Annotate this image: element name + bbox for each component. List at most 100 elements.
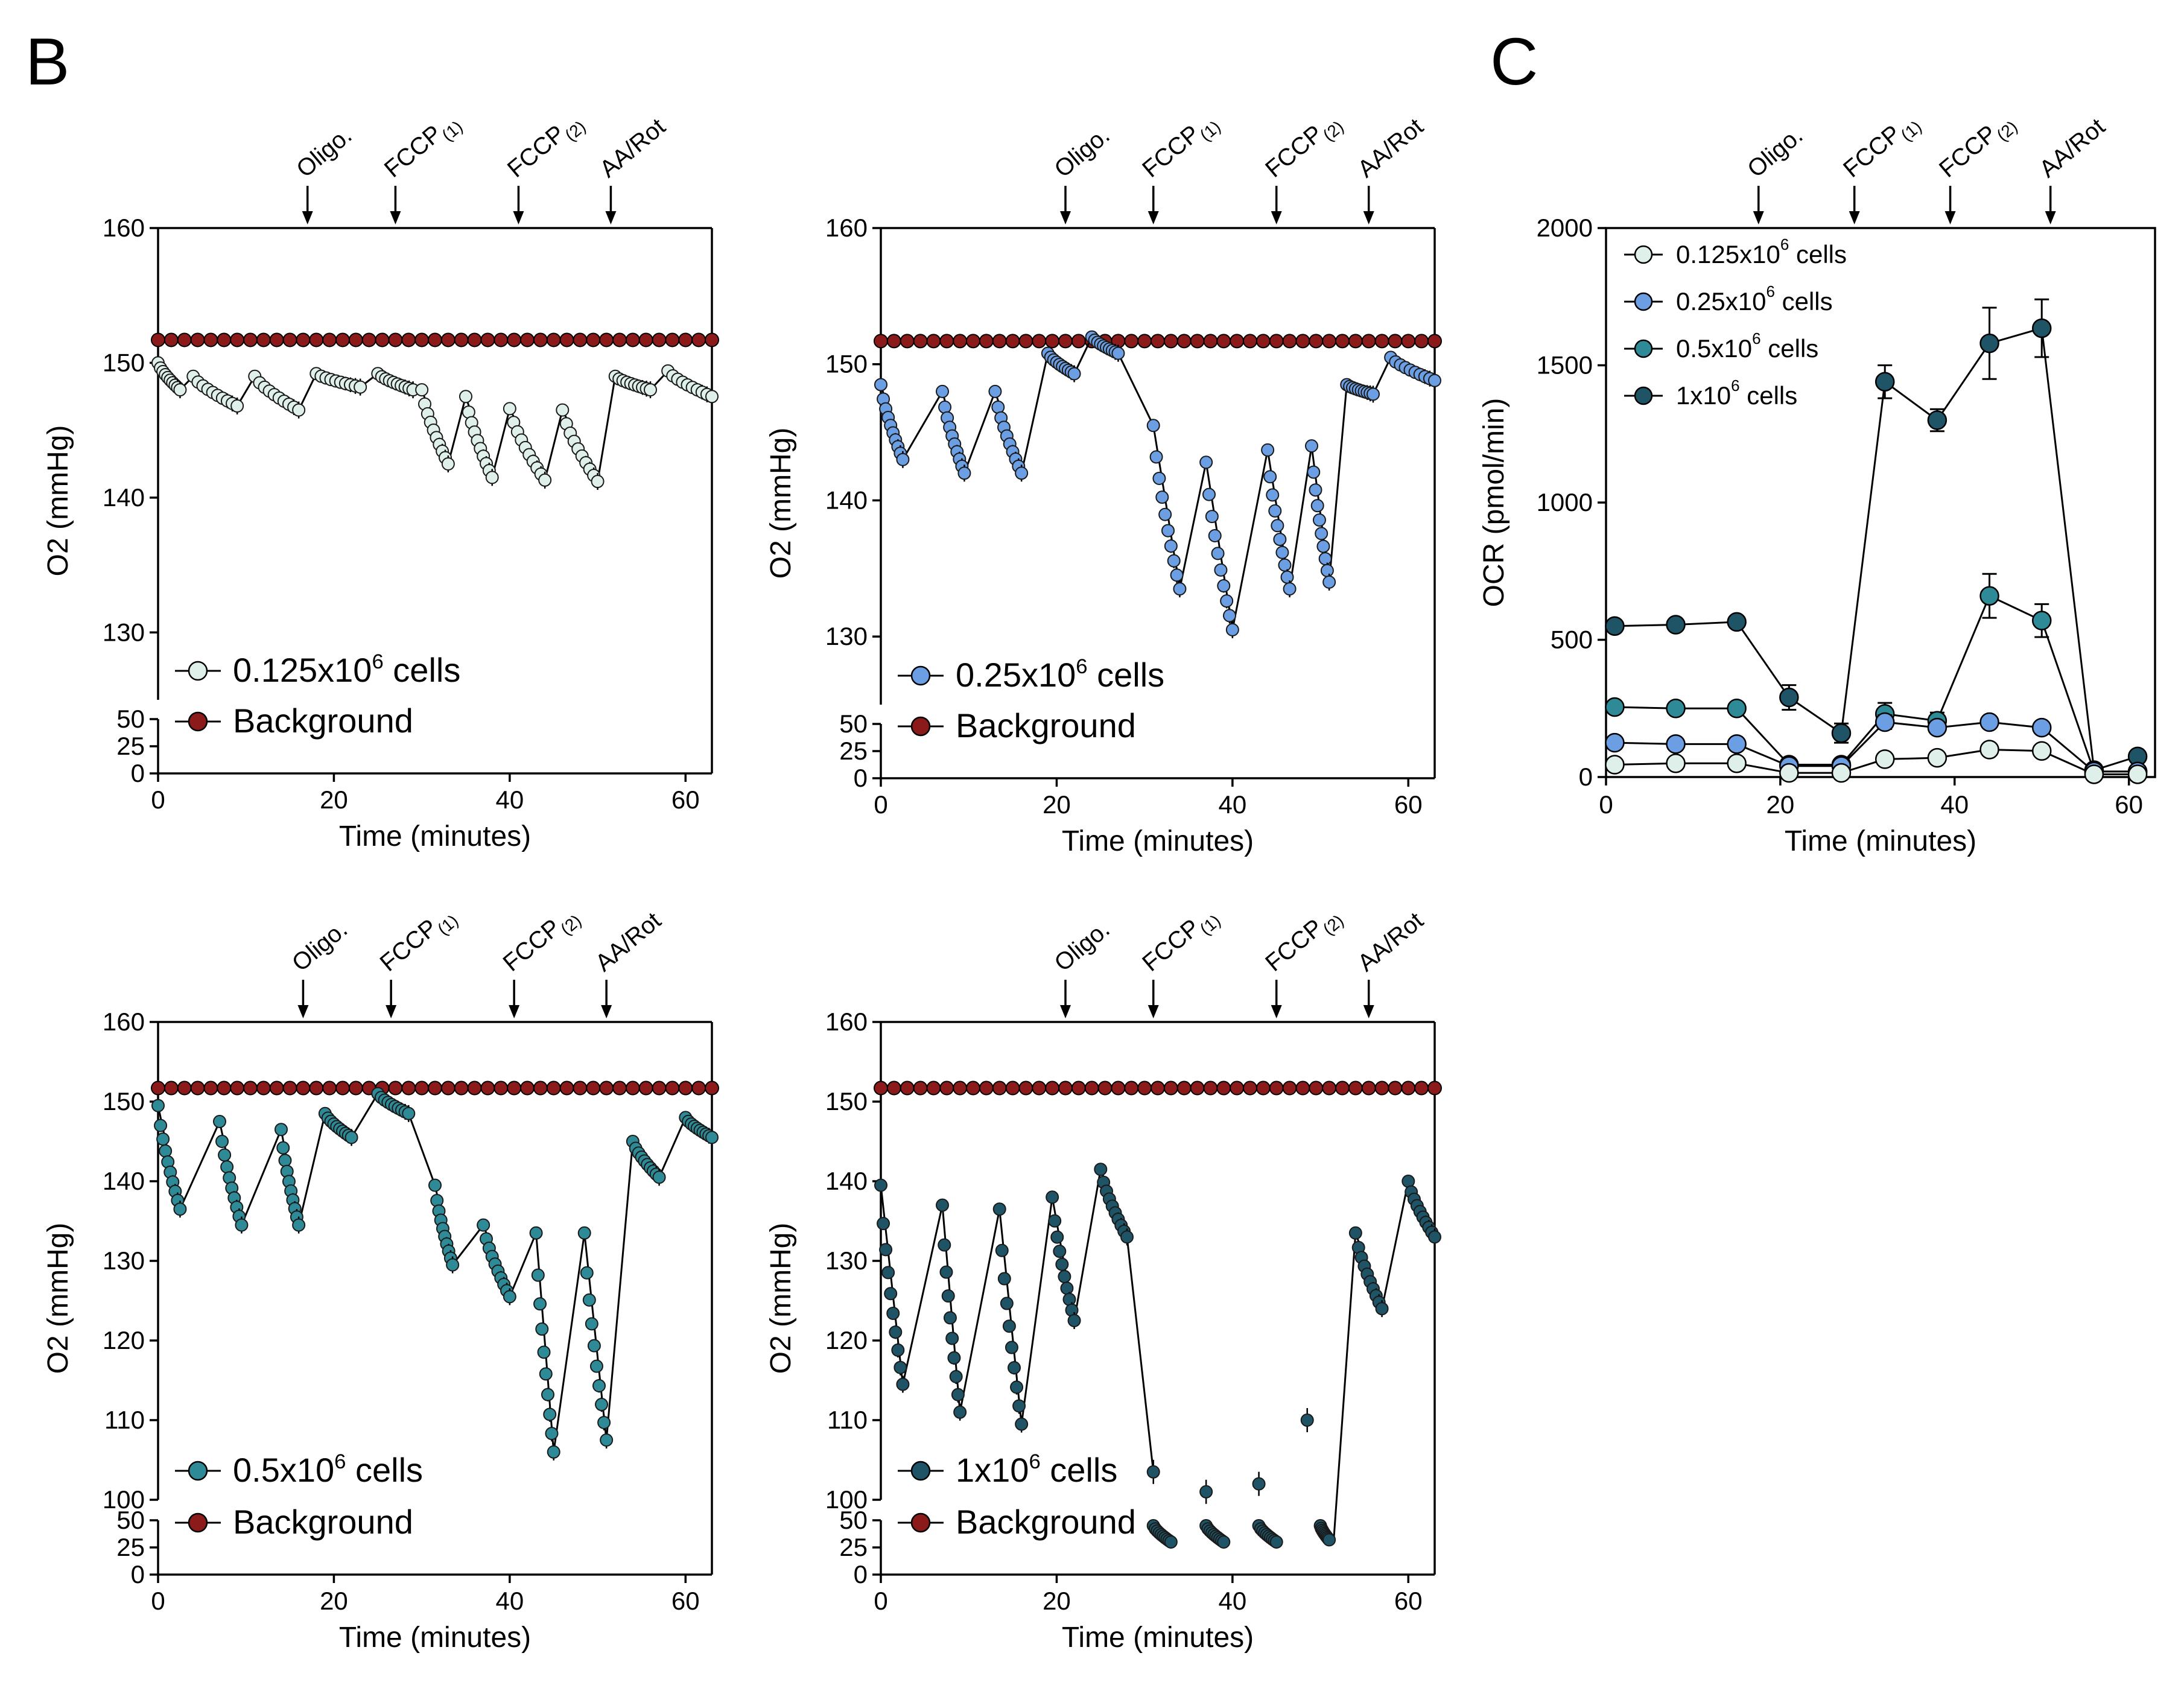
data-point [1874, 712, 1895, 732]
background-point [886, 334, 901, 349]
data-point [1261, 443, 1275, 457]
x-tick-label: 0 [151, 785, 165, 814]
y-tick-label: 50 [116, 1506, 145, 1534]
background-point [913, 334, 928, 349]
injection-arrowhead [605, 211, 617, 224]
data-point [535, 1322, 549, 1336]
label-base: 0.125x10 [1676, 240, 1780, 268]
background-point [665, 332, 680, 347]
background-point [625, 332, 640, 347]
background-point [1322, 1080, 1337, 1096]
data-point [992, 1202, 1006, 1216]
injection-label-main: Oligo. [1050, 916, 1115, 977]
data-point [1271, 519, 1284, 533]
background-point [322, 332, 337, 347]
data-point [652, 1170, 666, 1184]
background-point [586, 1080, 601, 1096]
data-point [582, 1293, 596, 1307]
data-point [587, 1339, 601, 1353]
data-point [889, 1325, 903, 1339]
data-point [1053, 1245, 1067, 1258]
y-axis-title: O2 (mmHg) [765, 1223, 797, 1374]
data-point [1208, 529, 1222, 543]
data-point [1278, 558, 1292, 572]
y-tick-label: 0 [854, 1560, 868, 1588]
data-point [1158, 507, 1172, 521]
background-point [1216, 334, 1231, 349]
background-point [1427, 334, 1442, 349]
background-point [1295, 334, 1310, 349]
background-point [1045, 1080, 1060, 1096]
x-axis-title: Time (minutes) [1785, 825, 1976, 857]
background-point [1322, 334, 1337, 349]
background-point [1071, 334, 1086, 349]
background-point [1216, 1080, 1231, 1096]
background-point [612, 332, 627, 347]
label-tail: cells [384, 651, 461, 689]
data-point [943, 1311, 957, 1325]
background-point [1348, 1080, 1363, 1096]
data-point [538, 473, 552, 487]
background-point [979, 1080, 994, 1096]
background-point [467, 1080, 482, 1096]
background-point [1124, 334, 1139, 349]
injection-arrowhead [1753, 211, 1764, 224]
injection-label-main: FCCP [498, 914, 566, 977]
data-point [230, 399, 244, 413]
background-point [1269, 334, 1284, 349]
data-point [938, 400, 952, 414]
data-point [1979, 740, 1999, 760]
x-tick-label: 0 [874, 790, 887, 819]
background-point [1058, 334, 1073, 349]
data-point [344, 1131, 358, 1144]
data-point [1300, 1414, 1314, 1427]
label-tail: cells [1761, 334, 1819, 363]
background-point [1269, 1080, 1284, 1096]
background-point [480, 332, 495, 347]
data-point [1280, 570, 1294, 584]
y-tick-label: 130 [103, 1246, 145, 1275]
background-point [612, 1080, 627, 1096]
label-base: 1x10 [1676, 381, 1731, 410]
background-point [243, 332, 258, 347]
background-point [1295, 1080, 1310, 1096]
data-point [1161, 524, 1175, 538]
injection-arrowhead [390, 211, 401, 224]
data-point [173, 383, 187, 397]
y-tick-label: 120 [825, 1326, 868, 1354]
background-point [599, 1080, 614, 1096]
x-tick-label: 20 [320, 785, 348, 814]
data-point [1146, 1465, 1160, 1479]
background-point [705, 332, 719, 347]
background-point [691, 1080, 706, 1096]
data-point [1015, 1417, 1029, 1431]
injection-arrowhead [302, 211, 313, 224]
data-point [1269, 1535, 1283, 1549]
injection-arrowhead [601, 1005, 612, 1018]
injection-label-main: Oligo. [287, 916, 352, 977]
data-point [1199, 1485, 1213, 1499]
data-point [705, 1131, 719, 1144]
data-point [1322, 575, 1336, 589]
background-point [243, 1080, 258, 1096]
injection-arrowhead [1148, 1005, 1159, 1018]
legend-label: Background [233, 702, 413, 740]
data-point [1309, 483, 1322, 497]
legend-marker [1634, 245, 1653, 264]
y-tick-label: 120 [103, 1326, 145, 1354]
injection-label-main: Oligo. [291, 122, 357, 183]
background-point [322, 1080, 337, 1096]
data-point [997, 1272, 1011, 1286]
label-tail: cells [346, 1451, 423, 1489]
background-point [1163, 1080, 1178, 1096]
legend-marker [188, 661, 208, 681]
background-point [559, 1080, 574, 1096]
label-base: 1x10 [956, 1451, 1029, 1489]
y-tick-label: 130 [103, 618, 145, 646]
data-point [531, 1268, 545, 1282]
data-point [156, 1132, 170, 1146]
label-tail: cells [1775, 287, 1833, 316]
label-exponent: 6 [1029, 1450, 1040, 1473]
x-tick-label: 60 [671, 785, 700, 814]
